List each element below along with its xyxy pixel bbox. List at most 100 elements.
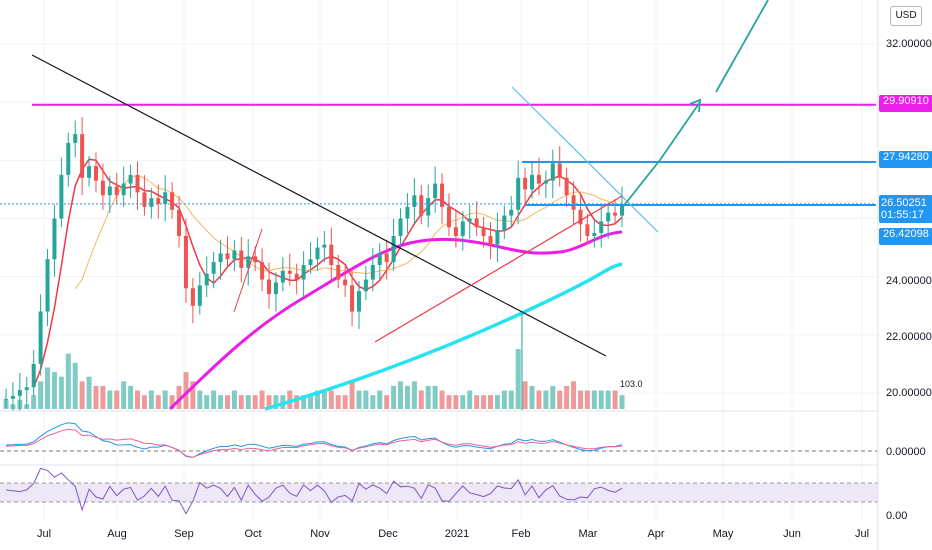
volume-bar: [591, 390, 597, 409]
volume-bar: [321, 390, 327, 409]
drawings: [0, 0, 876, 410]
volume-bar: [349, 381, 355, 409]
candle-body: [80, 134, 85, 178]
candle-body: [239, 250, 244, 268]
candle-body: [481, 227, 486, 236]
candle-body: [343, 279, 348, 286]
signal-line: [5, 428, 623, 458]
candle-body: [446, 206, 451, 228]
volume-bar: [515, 349, 521, 409]
candle-body: [211, 262, 216, 274]
candle-body: [218, 253, 223, 263]
volume-bar: [529, 385, 535, 409]
candle-body: [93, 166, 98, 181]
candle-body: [225, 253, 230, 260]
candle-body: [273, 282, 278, 295]
candle-body: [578, 209, 583, 225]
candle-body: [17, 390, 22, 396]
volume-bar: [404, 385, 410, 409]
indicator-panes: [0, 422, 878, 515]
ma-long-line: [264, 262, 623, 411]
rsi-tick: 0.00: [886, 510, 908, 522]
uptrend-line: [374, 195, 623, 343]
volume-bar: [425, 385, 431, 409]
candle-body: [308, 259, 313, 266]
volume-bar: [259, 390, 265, 409]
x-tick: Jun: [783, 528, 801, 540]
candle-body: [315, 247, 320, 260]
volume-bar: [211, 390, 217, 409]
candle-body: [585, 224, 590, 236]
volume-bar: [612, 390, 618, 409]
volume-bar: [335, 395, 341, 409]
projection-arrow-head: [689, 98, 702, 113]
volume-bar: [564, 385, 570, 409]
volume-bar: [86, 376, 92, 409]
candle-body: [412, 195, 417, 207]
candle-body: [149, 198, 154, 207]
volume-bar: [508, 390, 514, 409]
volume-bar: [294, 395, 300, 409]
candle-body: [260, 262, 265, 280]
candle-body: [87, 166, 92, 178]
volume-bar: [501, 390, 507, 409]
x-tick: May: [712, 528, 734, 540]
candle-body: [453, 227, 458, 236]
volume-bar: [487, 395, 493, 409]
x-tick: Jul: [36, 528, 52, 540]
volume-bar: [197, 390, 203, 409]
current-price-box: 26.50251 01:55:17: [879, 195, 932, 223]
volume-bar: [162, 390, 168, 409]
candle-body: [419, 195, 424, 216]
volume-bar: [598, 390, 604, 409]
candle-body: [232, 250, 237, 260]
candle-body: [592, 233, 597, 236]
candle-body: [204, 273, 209, 286]
volume-bar: [571, 381, 577, 409]
volume-bar: [356, 390, 362, 409]
volume-bar: [107, 390, 113, 409]
candle-body: [405, 206, 410, 219]
price-tag-ma: 26.42098: [879, 228, 932, 245]
candle-body: [52, 218, 57, 260]
candle-body: [356, 291, 361, 312]
macd-line: [5, 422, 623, 458]
candle-body: [100, 180, 105, 196]
candle-body: [280, 270, 285, 283]
rsi-band: [0, 483, 878, 502]
volume-bar: [584, 390, 590, 409]
volume-bar: [432, 385, 438, 409]
price-tag-resistance: 29.90910: [879, 95, 932, 112]
candle-body: [377, 253, 382, 266]
candle-body: [135, 174, 140, 193]
volume-bar: [391, 385, 397, 409]
x-tick: Feb: [511, 528, 531, 540]
candle-body: [509, 209, 514, 216]
candle-body: [156, 198, 161, 204]
candle-body: [363, 279, 368, 292]
candle-body: [440, 183, 445, 207]
volume-bar: [363, 390, 369, 409]
volume-bar: [384, 395, 390, 409]
downtrend-line: [31, 54, 607, 357]
candle-body: [183, 235, 188, 289]
volume-bar: [72, 362, 78, 409]
volume-bar: [481, 395, 487, 409]
candle-body: [564, 177, 569, 196]
volume-bar: [619, 395, 625, 409]
candle-body: [107, 186, 112, 196]
currency-button[interactable]: USD: [890, 6, 922, 26]
volume-bar: [557, 390, 563, 409]
candle-body: [606, 212, 611, 222]
volume-bar: [45, 367, 51, 409]
volume-bar: [273, 395, 279, 409]
channel-line: [511, 86, 659, 233]
volume-bar: [301, 395, 307, 409]
macd-zero-tick: 0.00000: [886, 446, 926, 458]
candle-body: [24, 387, 29, 391]
candle-body: [142, 192, 147, 207]
x-tick: Aug: [107, 528, 127, 540]
volume-bar: [128, 385, 134, 409]
x-tick: Apr: [647, 528, 665, 540]
